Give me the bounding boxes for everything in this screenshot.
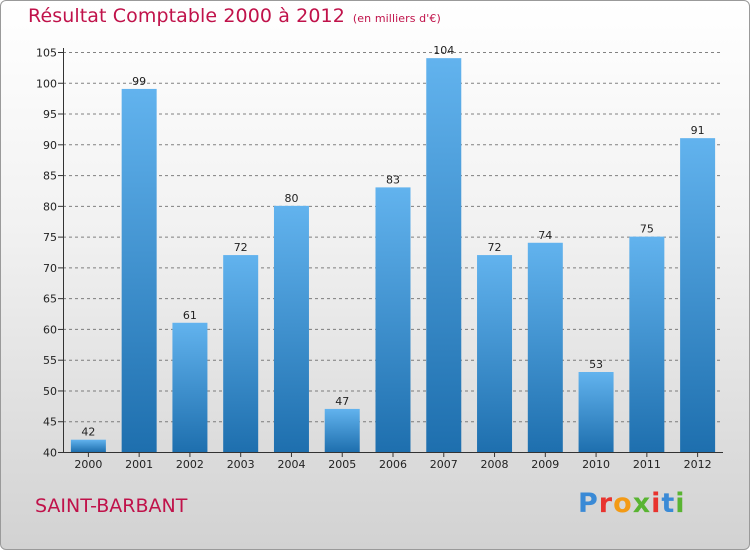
- x-tick-label-2003: 2003: [227, 458, 255, 471]
- x-tick-label-2007: 2007: [430, 458, 458, 471]
- data-label-2011: 75: [640, 223, 654, 236]
- x-tick-label-2001: 2001: [125, 458, 153, 471]
- bars: [70, 58, 716, 453]
- y-tick-label: 50: [43, 385, 57, 398]
- y-tick-label: 85: [43, 170, 57, 183]
- data-label-2012: 91: [691, 124, 705, 137]
- bar-2005: [324, 408, 360, 452]
- data-label-2005: 47: [335, 395, 349, 408]
- logo-letter: t: [661, 488, 676, 519]
- logo-letter: o: [613, 488, 633, 519]
- chart-unit-note: (en milliers d'€): [352, 12, 441, 25]
- y-tick-label: 105: [36, 47, 57, 60]
- x-tick-label-2011: 2011: [633, 458, 661, 471]
- data-label-2009: 74: [538, 229, 552, 242]
- data-label-2008: 72: [488, 241, 502, 254]
- x-tick-label-2010: 2010: [582, 458, 610, 471]
- y-tick-label: 45: [43, 416, 57, 429]
- y-tick-label: 70: [43, 262, 57, 275]
- bar-2000: [70, 439, 106, 452]
- y-tick-label: 55: [43, 354, 57, 367]
- bar-2011: [629, 236, 665, 452]
- data-label-2006: 83: [386, 173, 400, 186]
- y-tick-label: 80: [43, 200, 57, 213]
- x-tick-label-2006: 2006: [379, 458, 407, 471]
- labels: 42 2000 99 2001 61 2002 72 2003 80 2004 47 2005 83 20…: [74, 44, 711, 471]
- y-tick-label: 90: [43, 139, 57, 152]
- y-tick-label: 75: [43, 231, 57, 244]
- x-tick-label-2000: 2000: [74, 458, 102, 471]
- proxiti-logo: Proxiti: [578, 488, 686, 519]
- chart-title-text: Résultat Comptable 2000 à 2012: [28, 5, 345, 27]
- bar-2003: [223, 255, 259, 452]
- bar-2008: [477, 255, 513, 452]
- data-label-2002: 61: [183, 309, 197, 322]
- bar-2009: [527, 242, 563, 452]
- logo-letter: x: [632, 488, 652, 519]
- data-label-2004: 80: [284, 192, 298, 205]
- x-tick-label-2009: 2009: [531, 458, 559, 471]
- x-tick-label-2008: 2008: [481, 458, 509, 471]
- commune-name: SAINT-BARBANT: [35, 495, 188, 517]
- data-label-2003: 72: [234, 241, 248, 254]
- bar-2010: [578, 372, 614, 452]
- data-label-2001: 99: [132, 75, 146, 88]
- bar-2007: [426, 58, 462, 453]
- y-tick-label: 95: [43, 108, 57, 121]
- y-tick-label: 100: [36, 77, 57, 90]
- axes: 40 45 50 55 60 65 70 75 80 85 90 95 100 105: [36, 47, 723, 460]
- x-tick-label-2012: 2012: [684, 458, 712, 471]
- chart-title: Résultat Comptable 2000 à 2012 (en millie…: [28, 5, 441, 27]
- logo-letter: i: [651, 488, 662, 519]
- bar-2006: [375, 187, 411, 452]
- bar-2012: [680, 138, 716, 452]
- data-label-2010: 53: [589, 358, 603, 371]
- bar-2004: [273, 205, 309, 452]
- y-tick-label: 60: [43, 323, 57, 336]
- logo-letter: P: [578, 488, 599, 519]
- bar-2001: [121, 88, 157, 452]
- x-tick-label-2005: 2005: [328, 458, 356, 471]
- logo-letter: r: [598, 488, 614, 519]
- data-label-2000: 42: [81, 426, 95, 439]
- y-tick-label: 65: [43, 293, 57, 306]
- y-tick-label: 40: [43, 447, 57, 460]
- logo-letter: i: [675, 488, 686, 519]
- x-tick-label-2004: 2004: [277, 458, 305, 471]
- data-label-2007: 104: [433, 44, 454, 57]
- x-tick-label-2002: 2002: [176, 458, 204, 471]
- bar-2002: [172, 322, 208, 452]
